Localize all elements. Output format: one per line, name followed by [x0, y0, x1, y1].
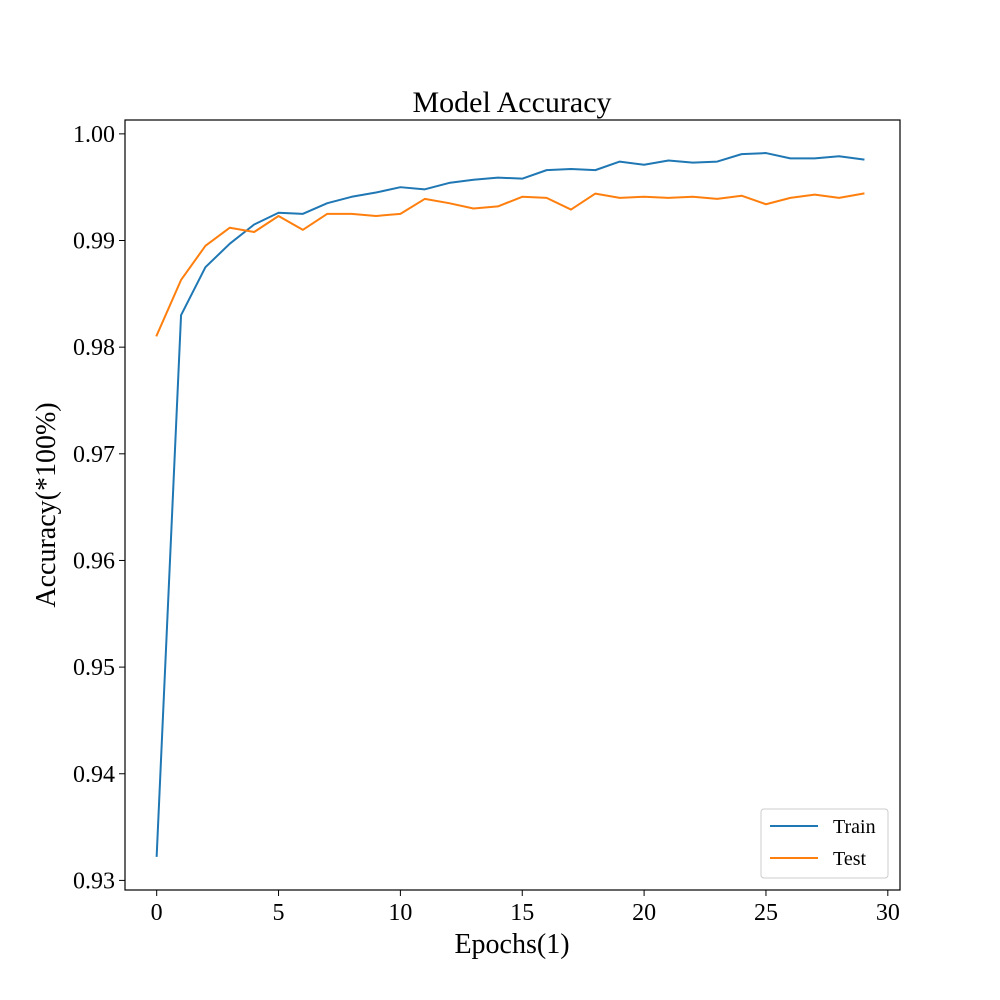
y-tick-label: 0.93	[73, 868, 115, 894]
x-tick-label: 0	[151, 900, 163, 926]
y-axis-title: Accuracy(*100%)	[31, 402, 62, 607]
y-axis-ticks: 0.93 0.94 0.95 0.96 0.97 0.98 0.99 1.00	[73, 122, 125, 894]
x-tick-label: 5	[273, 900, 285, 926]
series-line-test	[155, 192, 865, 337]
x-axis-title: Epochs(1)	[454, 929, 569, 960]
y-tick-label: 0.98	[73, 335, 115, 361]
x-tick-label: 30	[876, 900, 900, 926]
x-tick-label: 20	[632, 900, 656, 926]
y-tick-label: 1.00	[73, 122, 115, 148]
x-tick-label: 25	[754, 900, 778, 926]
y-tick-label: 0.94	[73, 762, 115, 788]
plot-lines	[155, 152, 865, 857]
x-tick-label: 10	[388, 900, 412, 926]
x-tick-label: 15	[510, 900, 534, 926]
y-tick-label: 0.96	[73, 548, 115, 574]
legend-label-train: Train	[833, 816, 876, 838]
y-tick-label: 0.99	[73, 229, 115, 255]
chart-title: Model Accuracy	[412, 86, 611, 119]
y-tick-label: 0.97	[73, 442, 115, 468]
plot-frame	[124, 119, 901, 891]
legend: Train Test	[760, 808, 889, 879]
y-tick-label: 0.95	[73, 655, 115, 681]
legend-label-test: Test	[833, 848, 866, 870]
x-axis-ticks: 0 5 10 15 20 25 30	[151, 890, 900, 926]
series-line-train	[155, 152, 865, 857]
